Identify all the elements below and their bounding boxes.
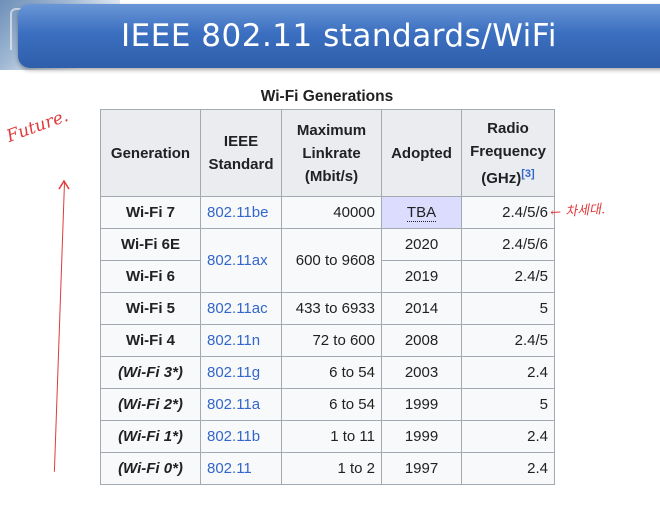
generation-cell: Wi-Fi 5: [100, 292, 201, 325]
frequency-cell: 2.4/5/6: [461, 196, 555, 229]
tba-abbreviation: TBA: [406, 204, 437, 222]
generation-cell: Wi-Fi 6E: [100, 228, 201, 261]
linkrate-cell: 1 to 11: [281, 420, 382, 453]
header-frequency: Radio Frequency (GHz)[3]: [461, 109, 555, 197]
table-row: Wi-Fi 5 802.11ac 433 to 6933 2014 5: [100, 292, 555, 325]
table-row: Wi-Fi 7 802.11be 40000 TBA 2.4/5/6: [100, 196, 555, 229]
adopted-cell: 2019: [381, 260, 462, 293]
table-header-row: Generation IEEE Standard Maximum Linkrate(…: [100, 109, 555, 197]
linkrate-cell: 72 to 600: [281, 324, 382, 357]
adopted-cell: 1997: [381, 452, 462, 485]
frequency-cell: 2.4: [461, 452, 555, 485]
linkrate-cell: 6 to 54: [281, 388, 382, 421]
generation-cell: (Wi-Fi 3*): [100, 356, 201, 389]
slide-title: IEEE 802.11 standards/WiFi: [121, 18, 557, 54]
standard-link[interactable]: 802.11a: [200, 388, 282, 421]
linkrate-cell: 433 to 6933: [281, 292, 382, 325]
table-row: (Wi-Fi 1*) 802.11b 1 to 11 1999 2.4: [100, 420, 555, 453]
adopted-cell: 2014: [381, 292, 462, 325]
handwritten-arrow-line: [53, 181, 65, 472]
table-row: Wi-Fi 4 802.11n 72 to 600 2008 2.4/5: [100, 324, 555, 357]
header-adopted: Adopted: [381, 109, 462, 197]
frequency-cell: 2.4/5: [461, 324, 555, 357]
handwritten-next-gen-note: ← 차세대.: [549, 202, 606, 221]
adopted-cell: 1999: [381, 388, 462, 421]
table-row: Wi-Fi 6E 802.11ax 600 to 9608 2020 2.4/5…: [100, 228, 555, 293]
table-row: (Wi-Fi 2*) 802.11a 6 to 54 1999 5: [100, 388, 555, 421]
table-caption: Wi-Fi Generations: [260, 88, 394, 105]
generation-cell: (Wi-Fi 1*): [100, 420, 201, 453]
standard-link[interactable]: 802.11be: [200, 196, 282, 229]
standard-link[interactable]: 802.11ac: [200, 292, 282, 325]
standard-link[interactable]: 802.11ax: [200, 228, 282, 293]
linkrate-cell: 600 to 9608: [281, 228, 382, 293]
generation-cell: Wi-Fi 6: [100, 260, 201, 293]
table-row: (Wi-Fi 3*) 802.11g 6 to 54 2003 2.4: [100, 356, 555, 389]
generation-cell: Wi-Fi 7: [100, 196, 201, 229]
frequency-cell: 5: [461, 292, 555, 325]
generation-cell: (Wi-Fi 2*): [100, 388, 201, 421]
header-linkrate: Maximum Linkrate (Mbit/s): [281, 109, 382, 197]
generation-cell: Wi-Fi 4: [100, 324, 201, 357]
frequency-cell: 5: [461, 388, 555, 421]
standard-link[interactable]: 802.11: [200, 452, 282, 485]
standard-link[interactable]: 802.11n: [200, 324, 282, 357]
header-generation: Generation: [100, 109, 201, 197]
linkrate-cell: 6 to 54: [281, 356, 382, 389]
adopted-cell: 2003: [381, 356, 462, 389]
header-standard: IEEE Standard: [200, 109, 282, 197]
linkrate-cell: 1 to 2: [281, 452, 382, 485]
adopted-cell: 2020: [381, 228, 462, 261]
frequency-cell: 2.4: [461, 420, 555, 453]
frequency-cell: 2.4: [461, 356, 555, 389]
wifi-generations-table: Generation IEEE Standard Maximum Linkrate(…: [100, 109, 555, 485]
adopted-cell: TBA: [381, 196, 462, 229]
reference-link[interactable]: [3]: [521, 167, 535, 180]
adopted-cell: 2008: [381, 324, 462, 357]
frequency-cell: 2.4/5/6: [461, 228, 555, 261]
generation-cell: (Wi-Fi 0*): [100, 452, 201, 485]
standard-link[interactable]: 802.11g: [200, 356, 282, 389]
title-bar: [18, 4, 660, 68]
arrow-up-icon: [58, 179, 70, 190]
standard-link[interactable]: 802.11b: [200, 420, 282, 453]
table-row: (Wi-Fi 0*) 802.11 1 to 2 1997 2.4: [100, 452, 555, 485]
handwritten-future-note: Future.: [4, 106, 72, 147]
frequency-cell: 2.4/5: [461, 260, 555, 293]
adopted-cell: 1999: [381, 420, 462, 453]
linkrate-cell: 40000: [281, 196, 382, 229]
